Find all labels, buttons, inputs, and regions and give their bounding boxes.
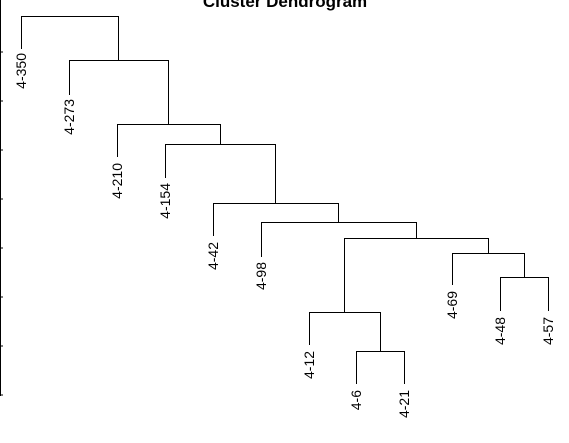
merge-4-273 — [69, 60, 169, 125]
merge-4-154 — [165, 144, 276, 204]
leaf-label: 4-57 — [540, 317, 556, 345]
dendrogram-branches — [21, 16, 549, 384]
leaf-label: 4-21 — [396, 390, 412, 418]
merge-4-42 — [213, 203, 339, 236]
merge-4-210 — [117, 124, 221, 157]
leaf-label: 4-273 — [61, 99, 77, 135]
merge-4-98 — [261, 222, 417, 257]
merge-4-48-4-57 — [500, 277, 549, 311]
merge-4-12 — [309, 312, 381, 352]
leaf-label: 4-69 — [444, 291, 460, 319]
leaf-label: 4-6 — [348, 390, 364, 410]
merge-clusters — [344, 238, 489, 313]
chart-title: Cluster Dendrogram — [203, 0, 367, 11]
leaf-labels: 4-350 4-273 4-210 4-154 4-42 4-98 4-12 4… — [13, 53, 556, 418]
leaf-label: 4-48 — [492, 317, 508, 345]
merge-root — [21, 16, 119, 61]
leaf-label: 4-98 — [253, 262, 269, 290]
leaf-label: 4-12 — [301, 351, 317, 379]
leaf-label: 4-350 — [13, 53, 29, 89]
leaf-label: 4-42 — [205, 242, 221, 270]
leaf-label: 4-210 — [109, 163, 125, 199]
merge-4-69 — [452, 253, 525, 285]
y-axis — [0, 0, 3, 396]
leaf-label: 4-154 — [157, 183, 173, 219]
merge-4-6-4-21 — [356, 351, 405, 384]
